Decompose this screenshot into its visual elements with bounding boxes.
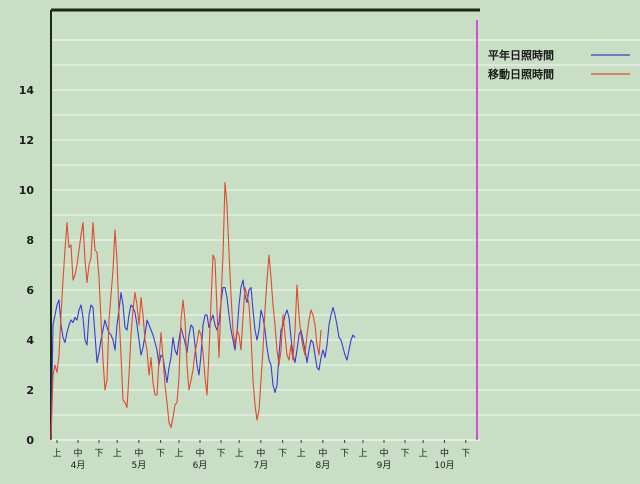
x-tick-labels: 上中下4月上中下5月上中下6月上中下7月上中下8月上中下9月上中下10月 <box>52 440 470 471</box>
series-line-2 <box>50 181 322 441</box>
x-period-label: 中 <box>195 447 204 459</box>
x-period-label: 上 <box>297 448 306 459</box>
y-tick-label: 8 <box>26 234 34 247</box>
x-period-label: 下 <box>400 449 409 459</box>
x-period-label: 下 <box>94 449 103 459</box>
x-month-label: 10月 <box>434 460 454 471</box>
y-tick-label: 10 <box>19 184 35 197</box>
x-month-label: 6月 <box>193 460 208 471</box>
legend-label: 平年日照時間 <box>488 48 554 62</box>
y-tick-labels: 0 2 4 6 8 10 12 14 <box>19 84 35 447</box>
series-line-1 <box>50 279 356 441</box>
x-period-label: 上 <box>113 448 122 459</box>
x-period-label: 上 <box>358 448 367 459</box>
x-period-label: 上 <box>52 448 61 459</box>
x-period-label: 上 <box>419 448 428 459</box>
x-period-label: 下 <box>216 449 225 459</box>
gridlines <box>51 39 640 416</box>
x-month-label: 5月 <box>132 460 147 471</box>
x-period-label: 中 <box>256 447 265 459</box>
x-month-label: 8月 <box>316 460 331 471</box>
y-tick-label: 14 <box>19 84 35 97</box>
x-period-label: 中 <box>318 447 327 459</box>
x-month-label: 4月 <box>71 460 86 471</box>
x-period-label: 上 <box>174 448 183 459</box>
x-period-label: 中 <box>134 447 143 459</box>
x-period-label: 下 <box>156 449 165 459</box>
series-lines <box>50 181 356 441</box>
x-month-label: 9月 <box>377 460 392 471</box>
y-tick-label: 6 <box>26 284 34 297</box>
legend-label: 移動日照時間 <box>488 67 554 81</box>
x-month-label: 7月 <box>254 460 269 471</box>
y-tick-label: 2 <box>26 384 34 397</box>
y-tick-label: 4 <box>26 334 34 347</box>
x-period-label: 中 <box>73 447 82 459</box>
x-period-label: 中 <box>440 447 449 459</box>
x-period-label: 上 <box>235 448 244 459</box>
axes <box>50 8 480 441</box>
y-tick-label: 0 <box>26 434 34 447</box>
x-period-label: 下 <box>461 449 470 459</box>
x-period-label: 下 <box>340 449 349 459</box>
y-tick-label: 12 <box>19 134 34 147</box>
x-period-label: 中 <box>379 447 388 459</box>
x-period-label: 下 <box>278 449 287 459</box>
